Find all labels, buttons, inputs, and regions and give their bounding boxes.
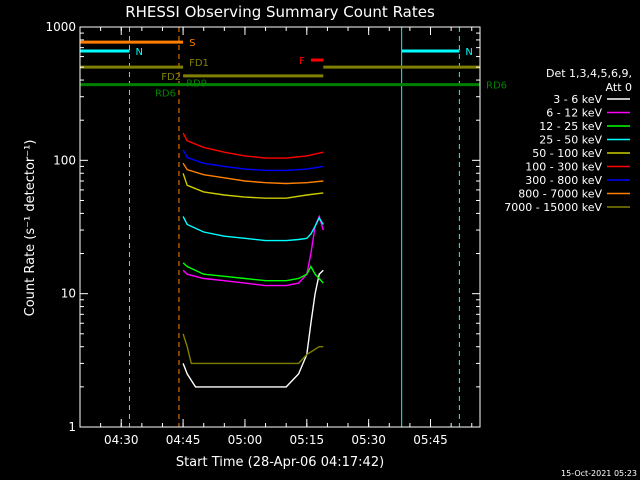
y-tick-label: 1 — [68, 420, 76, 434]
y-tick-label: 1000 — [45, 20, 76, 34]
series-line — [182, 269, 324, 388]
series-line — [182, 162, 324, 185]
flag-label: N — [465, 47, 472, 58]
legend-entry-label: 3 - 6 keV — [553, 93, 602, 106]
flag-label: S — [189, 38, 195, 49]
flag-label: F — [299, 56, 305, 67]
legend-entry-label: 50 - 100 keV — [532, 147, 602, 160]
legend-entry-label: 300 - 800 keV — [525, 174, 602, 187]
flag-label: FD2 — [161, 72, 181, 83]
x-tick-label: 05:15 — [290, 433, 325, 447]
chart-title: RHESSI Observing Summary Count Rates — [125, 3, 435, 21]
x-axis-label: Start Time (28-Apr-06 04:17:42) — [176, 455, 384, 470]
x-tick-label: 05:30 — [351, 433, 386, 447]
y-tick-label: 10 — [61, 287, 76, 301]
legend-header-line-1: Det 1,3,4,5,6,9, — [546, 67, 632, 80]
series-line — [182, 216, 324, 242]
series-line — [182, 173, 324, 199]
legend-header-line-2: Att 0 — [606, 81, 632, 94]
legend-entry-label: 100 - 300 keV — [525, 161, 602, 174]
flag-label: FD1 — [189, 58, 209, 69]
legend-entry-label: 6 - 12 keV — [546, 107, 602, 120]
legend-entry-label: 12 - 25 keV — [539, 120, 602, 133]
footer-timestamp: 15-Oct-2021 05:23 — [561, 469, 637, 478]
x-tick-label: 05:45 — [413, 433, 448, 447]
legend-entry-label: 25 - 50 keV — [539, 134, 602, 147]
flag-label: RD6 — [486, 81, 507, 92]
series-line — [182, 333, 324, 365]
series-line — [182, 262, 324, 284]
series-line — [182, 132, 324, 159]
x-tick-label: 04:30 — [104, 433, 139, 447]
plot-frame — [79, 26, 481, 428]
series-line — [182, 149, 324, 172]
y-axis-label: Count Rate (s⁻¹ detector⁻¹) — [23, 140, 38, 317]
y-tick-label: 100 — [53, 153, 76, 167]
flag-label: RD6 — [155, 89, 176, 100]
legend-entry-label: 7000 - 15000 keV — [504, 201, 602, 214]
flag-label: RD9 — [186, 79, 207, 90]
legend-entry-label: 800 - 7000 keV — [518, 188, 602, 201]
x-tick-label: 04:45 — [166, 433, 201, 447]
x-tick-label: 05:00 — [228, 433, 263, 447]
flag-label: N — [135, 47, 142, 58]
